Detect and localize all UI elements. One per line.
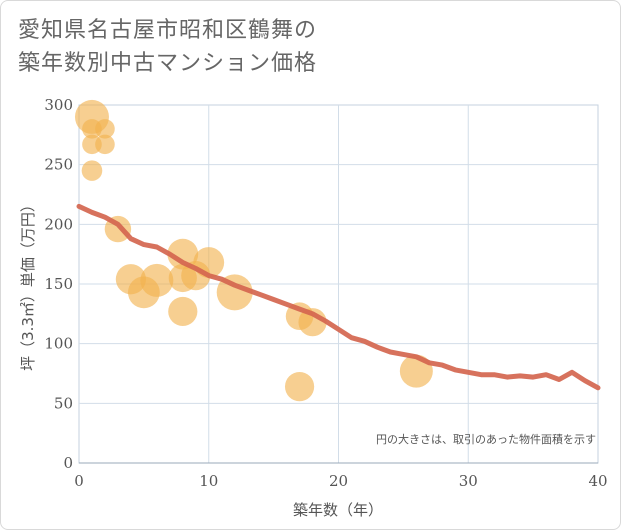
trend-series: [76, 203, 601, 391]
y-tick-label-2: 100: [44, 335, 73, 353]
y-tick-label-6: 300: [44, 96, 73, 114]
y-tick-label-3: 150: [44, 275, 73, 293]
x-axis-title: 築年数（年）: [293, 501, 383, 519]
trend-line: [76, 203, 601, 391]
bubble-point-10: [167, 238, 199, 270]
x-tick-label-4: 40: [588, 472, 607, 490]
x-tick-label-2: 20: [329, 472, 348, 490]
tick-labels: 0 10 20 30 40 0 50 100 150 200 250 300: [44, 96, 607, 490]
bubble-point-18: [284, 372, 315, 402]
bubble-point-9: [140, 263, 174, 297]
bubble-size-note: 円の大きさは、取引のあった物件面積を示す: [376, 432, 596, 446]
y-tick-label-5: 250: [44, 156, 73, 174]
x-tick-label-3: 30: [459, 472, 478, 490]
grid-lines: [79, 105, 598, 464]
bubble-point-14: [168, 296, 198, 327]
x-tick-label-0: 0: [74, 472, 84, 490]
y-tick-label-0: 0: [63, 454, 73, 472]
bubble-point-4: [95, 134, 115, 155]
chart-title-line-2: 築年数別中古マンション価格: [18, 51, 318, 76]
y-axis-title: 坪（3.3㎡）単価（万円）: [19, 197, 37, 371]
bubble-point-2: [95, 119, 115, 139]
x-tick-label-1: 10: [199, 472, 218, 490]
bubble-point-5: [81, 160, 103, 181]
y-tick-label-1: 50: [54, 394, 73, 412]
y-tick-label-4: 200: [44, 215, 73, 233]
chart-title: 愛知県名古屋市昭和区鶴舞の 築年数別中古マンション価格: [18, 14, 317, 80]
chart-title-line-1: 愛知県名古屋市昭和区鶴舞の: [18, 18, 318, 43]
